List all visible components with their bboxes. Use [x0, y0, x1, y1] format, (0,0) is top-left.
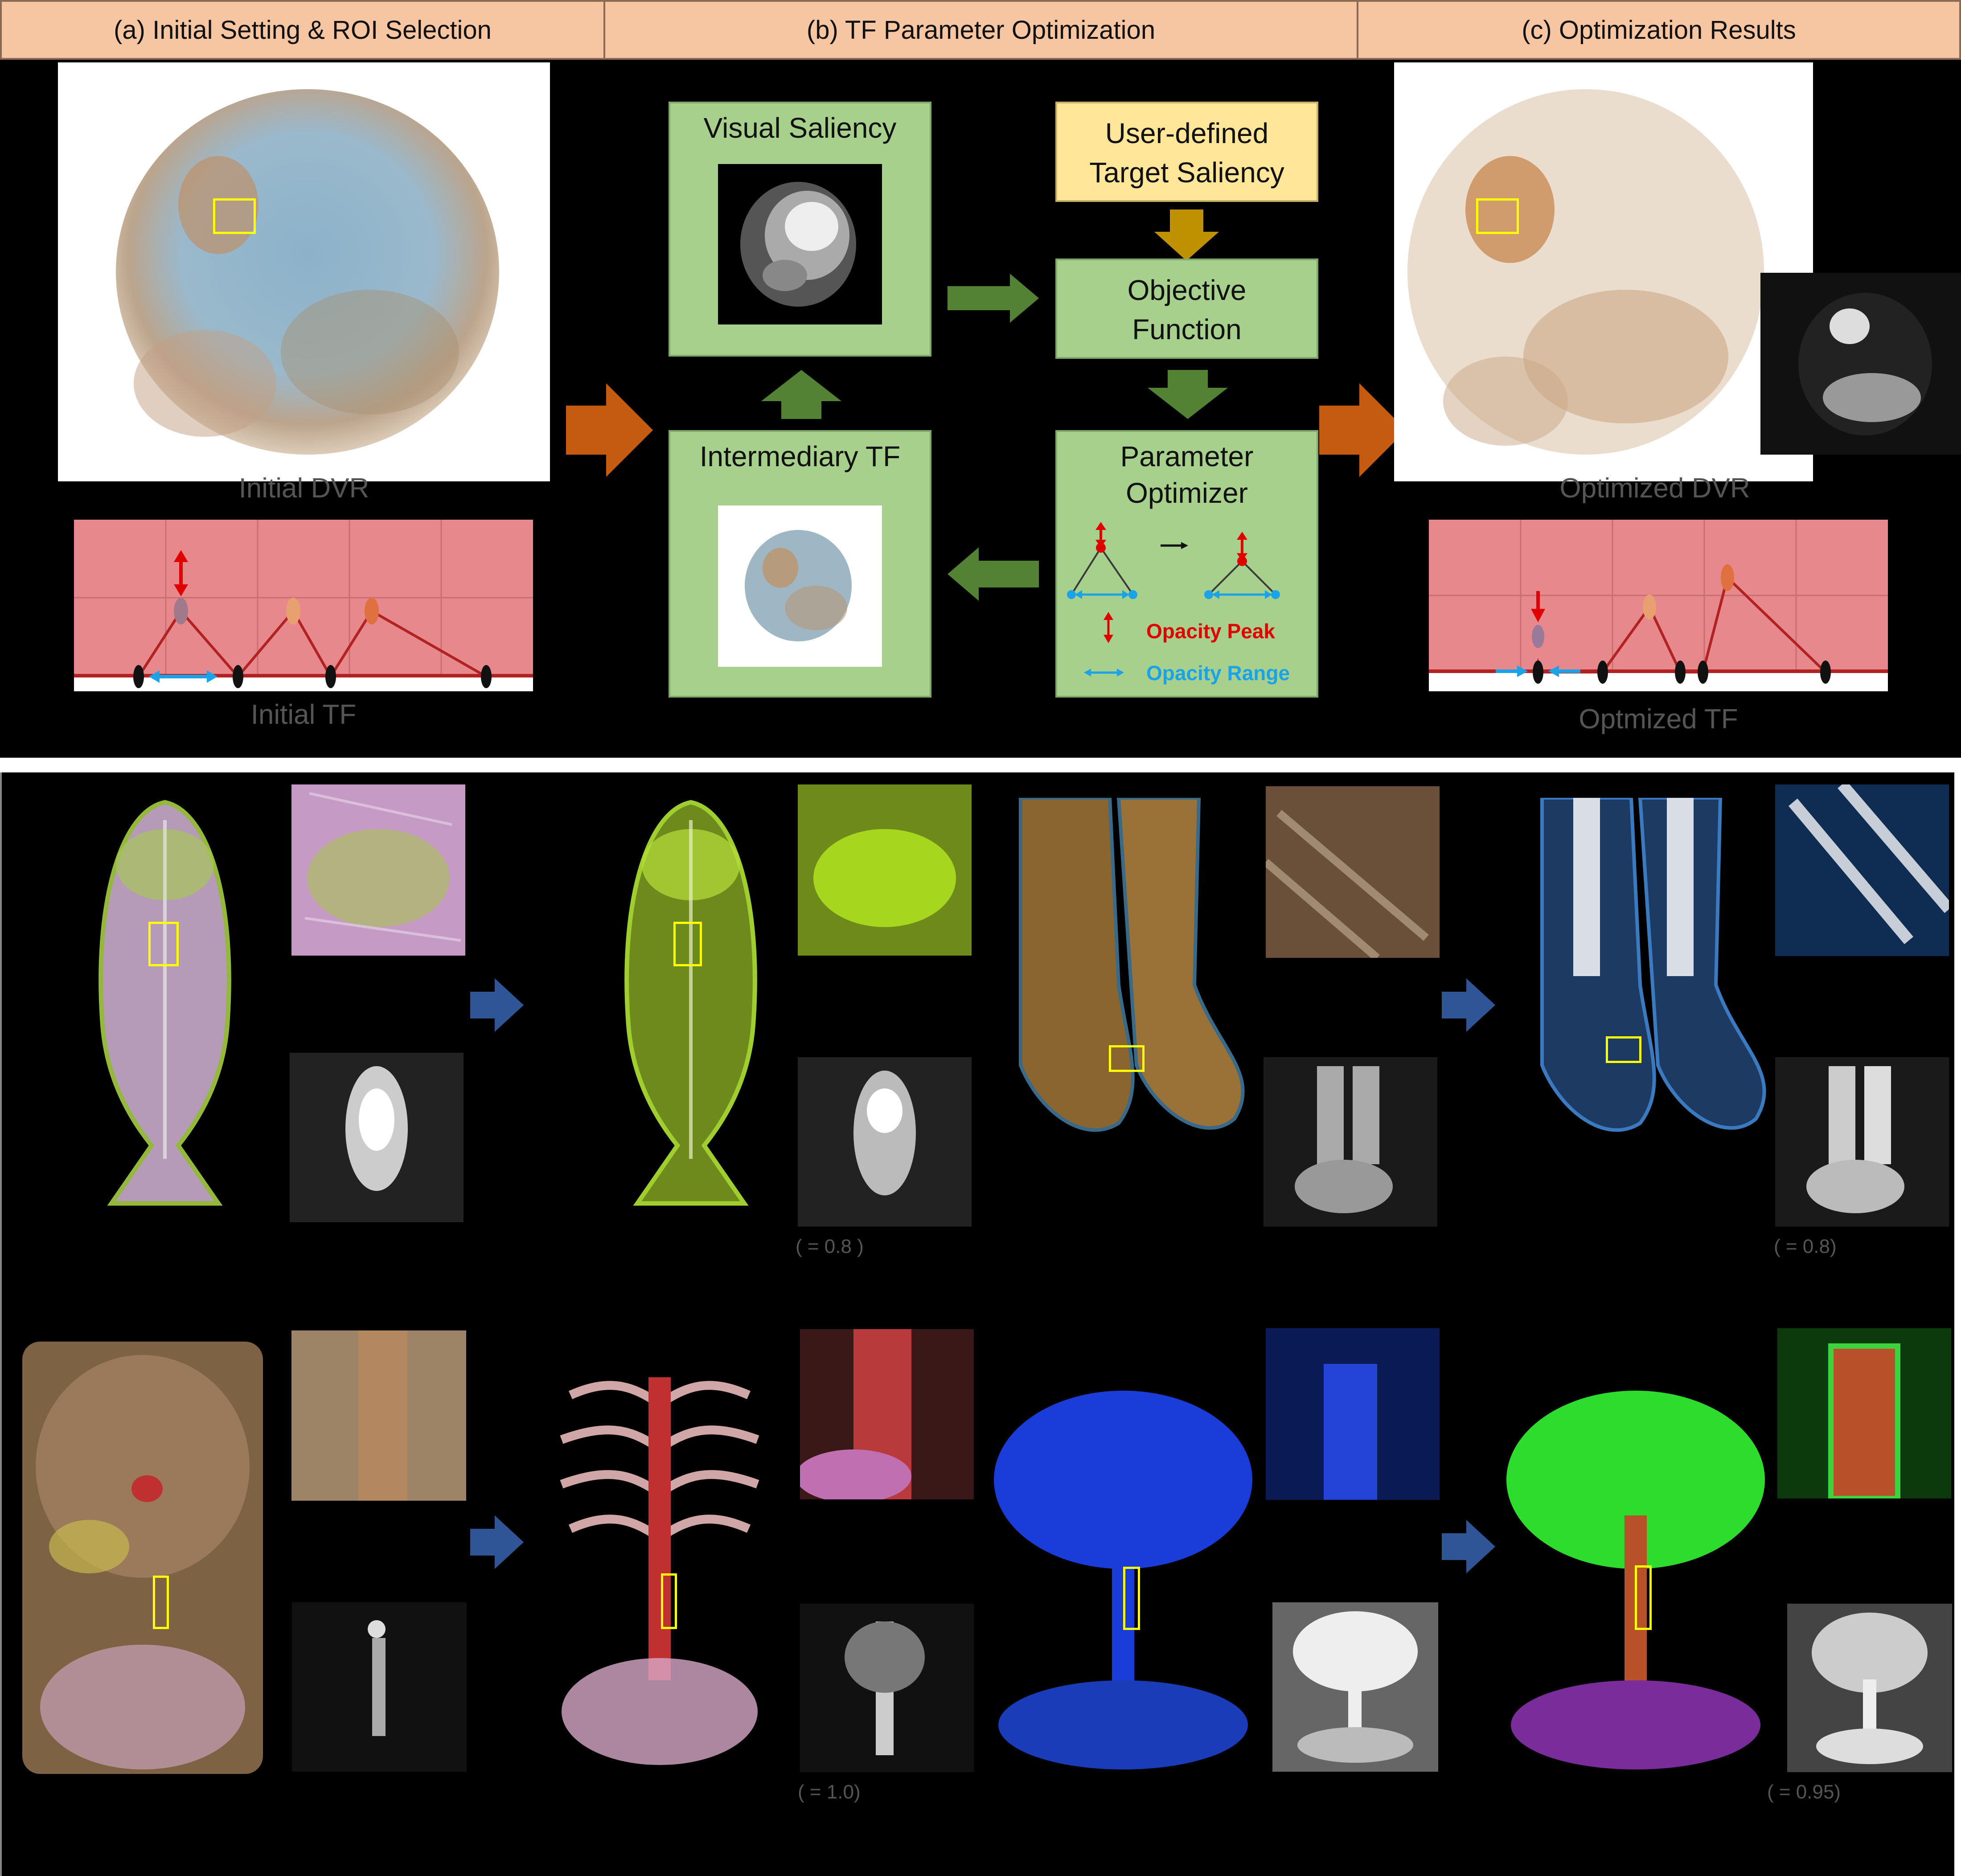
objective-line1: Objective [1127, 274, 1247, 306]
body-caption: ( = 1.0) [798, 1781, 861, 1803]
optimized-dvr-image [1394, 62, 1813, 481]
feet-initial-zoom [1266, 786, 1440, 958]
parameter-optimizer-box: Parameter Optimizer [1055, 430, 1318, 698]
roi-box[interactable] [213, 198, 256, 234]
feet-optimized-dvr [1506, 798, 1783, 1145]
optimized-roi-box[interactable] [1476, 198, 1519, 234]
objective-function-box: Objective Function [1055, 259, 1318, 359]
arrow-right-blue-4 [1442, 1520, 1495, 1573]
arrow-left-green [948, 547, 1039, 601]
feet-caption: ( = 0.8) [1774, 1236, 1837, 1257]
bonsai-initial-saliency [1272, 1602, 1438, 1772]
user-defined-line1: User-defined [1105, 117, 1269, 149]
optimized-saliency-image [1760, 273, 1961, 455]
fish-optimized-roi-box[interactable] [673, 922, 702, 966]
initial-tf-label: Initial TF [250, 699, 357, 730]
optimized-dvr-label: Optimized DVR [1559, 473, 1750, 504]
initial-dvr-image [58, 62, 550, 481]
arrow-right-orange-1 [566, 383, 653, 477]
fish-optimized-saliency [798, 1057, 972, 1227]
visual-saliency-box: Visual Saliency [669, 102, 931, 357]
body-initial-saliency [292, 1602, 467, 1772]
bonsai-optimized-zoom [1777, 1328, 1951, 1498]
arrow-right-blue-2 [1442, 978, 1495, 1032]
bonsai-roi-box[interactable] [1123, 1567, 1140, 1630]
body-roi-box[interactable] [153, 1576, 169, 1629]
optimized-tf-label: Optmized TF [1579, 704, 1738, 735]
header-tf-optimization: (b) TF Parameter Optimization [603, 0, 1358, 60]
user-defined-line2: Target Saliency [1089, 156, 1284, 189]
user-defined-target-box: User-defined Target Saliency [1055, 102, 1318, 202]
feet-optimized-saliency [1775, 1057, 1949, 1227]
feet-optimized-zoom [1775, 784, 1949, 956]
intermediary-dvr-image [718, 505, 882, 667]
arrow-right-blue-1 [470, 978, 524, 1032]
arrow-right-green-1 [948, 274, 1039, 323]
fish-roi-box[interactable] [148, 922, 179, 966]
optimized-tf-chart[interactable] [1429, 520, 1888, 691]
arrow-down-green [1148, 370, 1228, 419]
objective-line2: Function [1132, 313, 1242, 345]
optimizer-diagram [1066, 521, 1311, 686]
fish-optimized-zoom [798, 784, 972, 956]
feet-initial-saliency [1264, 1057, 1437, 1227]
param-line2: Optimizer [1126, 477, 1248, 509]
header-optimization-results: (c) Optimization Results [1357, 0, 1961, 60]
bonsai-initial-zoom [1266, 1328, 1440, 1500]
feet-initial-dvr [985, 798, 1261, 1145]
bonsai-optimized-dvr [1497, 1382, 1774, 1769]
initial-tf-chart[interactable] [74, 520, 533, 691]
fish-initial-saliency [290, 1053, 464, 1222]
bonsai-initial-dvr [985, 1382, 1261, 1769]
body-optimized-zoom [800, 1329, 974, 1499]
initial-dvr-label: Initial DVR [238, 473, 369, 504]
fish-caption: ( = 0.8 ) [796, 1236, 864, 1257]
body-initial-dvr [13, 1342, 272, 1774]
feet-optimized-roi-box[interactable] [1606, 1036, 1641, 1063]
bonsai-caption: ( = 0.95) [1767, 1781, 1841, 1803]
arrow-up-green [761, 370, 841, 419]
body-optimized-saliency [800, 1604, 974, 1772]
intermediary-tf-title: Intermediary TF [699, 440, 901, 472]
fish-optimized-dvr [602, 793, 780, 1212]
body-optimized-dvr [544, 1342, 775, 1774]
opacity-peak-legend: Opacity Peak [1146, 620, 1275, 643]
arrow-down-gold [1154, 209, 1219, 261]
header-initial-setting: (a) Initial Setting & ROI Selection [0, 0, 605, 60]
param-line1: Parameter [1120, 440, 1254, 472]
fish-initial-zoom [291, 784, 465, 956]
body-initial-zoom [291, 1330, 466, 1501]
visual-saliency-title: Visual Saliency [703, 112, 897, 144]
bonsai-optimized-saliency [1787, 1604, 1952, 1772]
feet-roi-box[interactable] [1109, 1045, 1145, 1072]
arrow-right-blue-3 [470, 1515, 524, 1569]
body-optimized-roi-box[interactable] [661, 1573, 677, 1629]
bonsai-optimized-roi-box[interactable] [1635, 1565, 1652, 1630]
saliency-map-image [718, 164, 882, 324]
opacity-range-legend: Opacity Range [1146, 661, 1290, 685]
fish-initial-dvr [76, 793, 254, 1212]
arrow-right-orange-2 [1319, 383, 1406, 477]
intermediary-tf-box: Intermediary TF [669, 430, 931, 698]
